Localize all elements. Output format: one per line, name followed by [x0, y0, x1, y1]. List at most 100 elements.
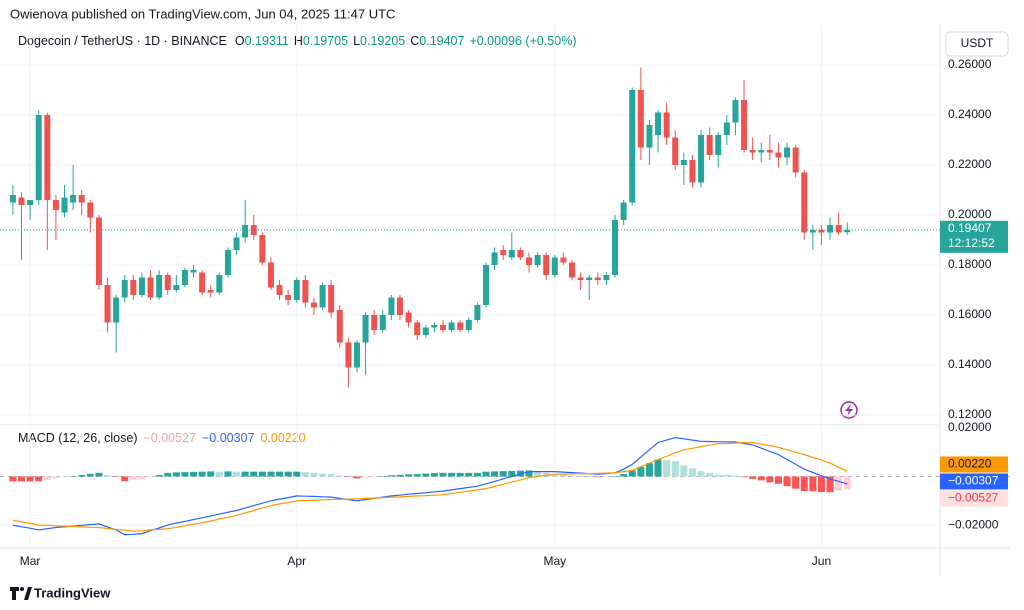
histogram-bar: [104, 475, 112, 477]
histogram-bar: [766, 476, 774, 483]
candle-body: [758, 150, 765, 153]
candle: [809, 225, 816, 250]
candle-body: [95, 217, 102, 285]
x-tick-label: Apr: [287, 554, 306, 568]
candle-body: [844, 229, 851, 233]
candle: [396, 295, 403, 320]
candle-body: [224, 250, 231, 275]
candle-body: [336, 310, 343, 343]
candle: [173, 275, 180, 293]
tradingview-logo: [10, 587, 32, 600]
candle: [310, 297, 317, 315]
candle-body: [345, 342, 352, 368]
candle-body: [732, 100, 739, 123]
high-label: H: [294, 34, 303, 48]
histogram-bar: [731, 475, 739, 477]
candle: [646, 120, 653, 165]
low-value: 0.19205: [360, 34, 405, 48]
histogram-bar: [448, 472, 456, 477]
candle: [336, 305, 343, 348]
candle: [353, 340, 360, 373]
histogram-bar: [602, 476, 610, 477]
candle-body: [121, 280, 128, 298]
last-price: 0.19407: [948, 221, 992, 235]
candle: [302, 275, 309, 308]
histogram-bar: [671, 461, 679, 477]
candle: [164, 272, 171, 295]
candle: [138, 272, 145, 298]
histogram-bar: [723, 474, 731, 477]
candle: [276, 280, 283, 300]
candle-body: [310, 302, 317, 308]
histogram-bar: [800, 476, 808, 492]
candle-body: [61, 197, 68, 213]
candle: [758, 142, 765, 163]
candle-body: [637, 90, 644, 148]
candle-body: [620, 202, 627, 220]
candle-body: [18, 197, 25, 205]
grid: [0, 25, 940, 547]
candle: [517, 247, 524, 260]
countdown: 12:12:52: [948, 236, 995, 250]
candle-body: [87, 202, 94, 218]
candle: [44, 112, 51, 250]
candle: [741, 80, 748, 153]
histogram-bar: [9, 476, 17, 482]
close-label: C: [410, 34, 419, 48]
candle: [422, 325, 429, 338]
histogram-bar: [654, 459, 662, 477]
candle-body: [379, 315, 386, 330]
histogram-bar: [181, 472, 189, 477]
histogram-bar: [491, 471, 499, 477]
candle-body: [35, 115, 42, 200]
candle-body: [586, 277, 593, 280]
histogram-bar: [835, 476, 843, 491]
candle-body: [698, 135, 705, 183]
candle: [18, 192, 25, 260]
histogram-bar: [362, 476, 370, 478]
candle-body: [646, 125, 653, 148]
candle: [448, 320, 455, 333]
histogram-bar: [396, 474, 404, 477]
histogram-bar: [147, 476, 155, 478]
lightning-icon[interactable]: [840, 401, 858, 419]
histogram-bar: [430, 473, 438, 477]
histogram-bar: [327, 474, 335, 477]
histogram-bar: [310, 472, 318, 477]
candle-body: [267, 262, 274, 288]
histogram-bar: [258, 471, 266, 477]
histogram-bar: [611, 476, 619, 477]
candle: [526, 252, 533, 273]
histogram-bar: [637, 466, 645, 477]
currency-box[interactable]: [945, 31, 1009, 57]
candle-body: [500, 250, 507, 255]
histogram-bar: [809, 476, 817, 492]
candle-body: [551, 257, 558, 275]
candle-body: [44, 115, 51, 200]
candle: [784, 142, 791, 165]
x-tick-label: Jun: [812, 554, 831, 568]
candle-body: [603, 275, 610, 280]
histogram-bar: [542, 472, 550, 477]
histogram-bar: [697, 471, 705, 477]
currency[interactable]: USDT: [961, 36, 994, 50]
candle: [87, 200, 94, 233]
candle: [534, 252, 541, 268]
candle-body: [353, 342, 360, 368]
histogram-bar: [370, 476, 378, 477]
y-tick-label: 0.20000: [948, 207, 992, 221]
candle-body: [147, 277, 154, 298]
candle: [78, 190, 85, 215]
candle: [224, 247, 231, 278]
candle-body: [594, 277, 601, 280]
candle: [672, 130, 679, 170]
histogram-bar: [508, 470, 516, 477]
candle: [35, 110, 42, 205]
histogram-bar: [817, 476, 825, 493]
candle: [629, 87, 636, 205]
candle-body: [52, 200, 59, 210]
candle: [603, 272, 610, 285]
candle: [508, 232, 515, 260]
candle: [147, 270, 154, 300]
histogram-bar: [628, 470, 636, 477]
